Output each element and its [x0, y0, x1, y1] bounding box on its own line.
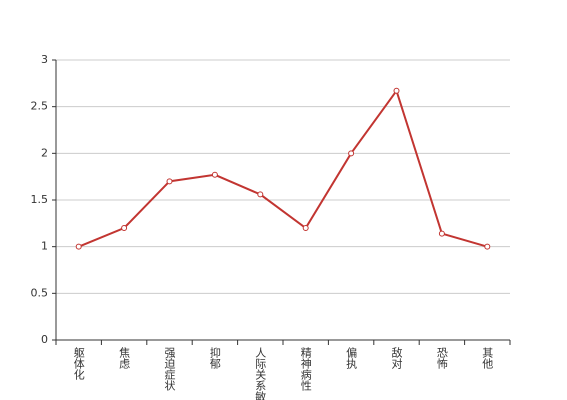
y-tick-label: 0 — [41, 333, 48, 346]
point — [302, 225, 309, 231]
x-tick-label: 抑郁 — [208, 346, 221, 369]
x-tick-label: 躯体化 — [72, 347, 85, 381]
point — [438, 230, 445, 237]
point — [393, 87, 400, 94]
point — [166, 178, 173, 185]
y-tick-label: 1 — [41, 240, 48, 253]
point — [211, 171, 218, 178]
point — [121, 225, 128, 231]
point — [75, 243, 82, 250]
x-tick-label: 偏执 — [345, 346, 358, 370]
point — [484, 243, 491, 250]
y-tick-label: 1.5 — [31, 193, 49, 206]
y-tick-label: 0.5 — [31, 286, 49, 299]
point — [257, 191, 264, 198]
x-tick-label: 恐怖 — [435, 347, 448, 369]
x-tick-label: 其他 — [481, 347, 494, 369]
point — [348, 150, 355, 157]
x-tick-label: 强迫症状 — [163, 347, 176, 391]
line — [78, 88, 488, 248]
x-tick-label: 焦虑 — [118, 347, 131, 369]
y-tick-label: 3 — [41, 53, 48, 66]
x-tick-label: 敌对 — [390, 346, 403, 369]
x-tick-label: 精神病性 — [299, 347, 312, 392]
y-tick-label: 2.5 — [31, 100, 49, 113]
x-tick-label: 人际关系敏感 — [254, 347, 267, 400]
y-tick-label: 2 — [41, 146, 48, 159]
